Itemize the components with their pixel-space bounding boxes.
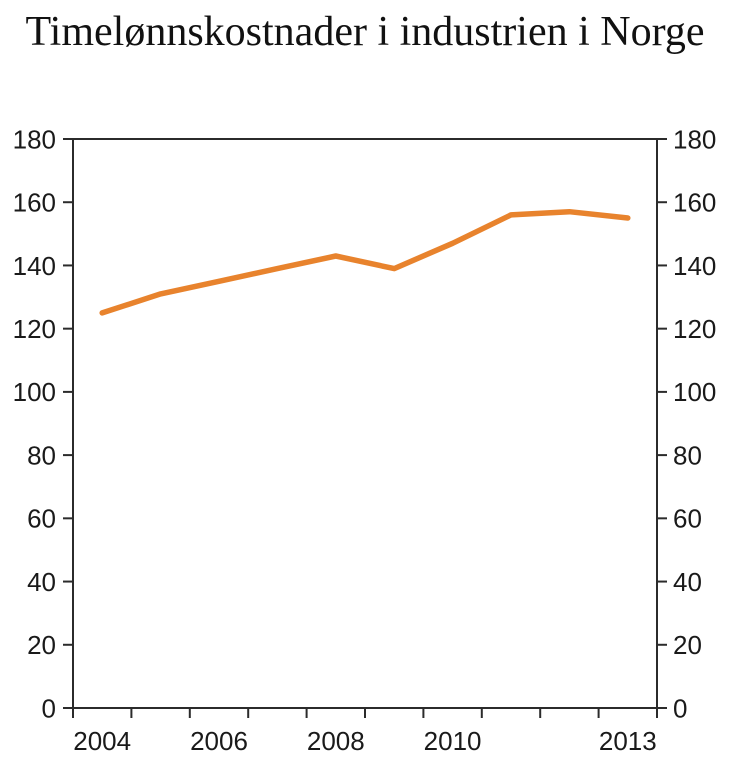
y-axis-label-right: 40 xyxy=(673,567,702,597)
y-axis-label-left: 180 xyxy=(13,124,56,154)
y-axis-label-right: 20 xyxy=(673,630,702,660)
y-axis-label-right: 0 xyxy=(673,693,687,723)
y-axis-label-left: 40 xyxy=(27,567,56,597)
y-axis-label-left: 60 xyxy=(27,504,56,534)
y-axis-label-left: 140 xyxy=(13,251,56,281)
y-axis-label-left: 100 xyxy=(13,377,56,407)
x-axis-label: 2013 xyxy=(599,726,657,756)
x-axis-label: 2008 xyxy=(307,726,365,756)
y-axis-label-left: 160 xyxy=(13,188,56,218)
x-axis-label: 2010 xyxy=(424,726,482,756)
y-axis-label-right: 60 xyxy=(673,504,702,534)
y-axis-label-left: 0 xyxy=(42,693,56,723)
chart-title: Timelønnskostnader i industrien i Norge xyxy=(25,9,705,55)
y-axis-label-right: 140 xyxy=(673,251,716,281)
x-axis-label: 2004 xyxy=(73,726,131,756)
y-axis-label-right: 80 xyxy=(673,440,702,470)
y-axis-label-right: 120 xyxy=(673,314,716,344)
data-line xyxy=(99,208,631,316)
x-axis-label: 2006 xyxy=(190,726,248,756)
y-axis-label-right: 160 xyxy=(673,188,716,218)
y-axis-label-right: 100 xyxy=(673,377,716,407)
y-axis-label-left: 120 xyxy=(13,314,56,344)
y-axis-label-right: 180 xyxy=(673,124,716,154)
y-axis-label-left: 20 xyxy=(27,630,56,660)
plot-frame xyxy=(72,138,658,709)
y-axis-label-left: 80 xyxy=(27,440,56,470)
